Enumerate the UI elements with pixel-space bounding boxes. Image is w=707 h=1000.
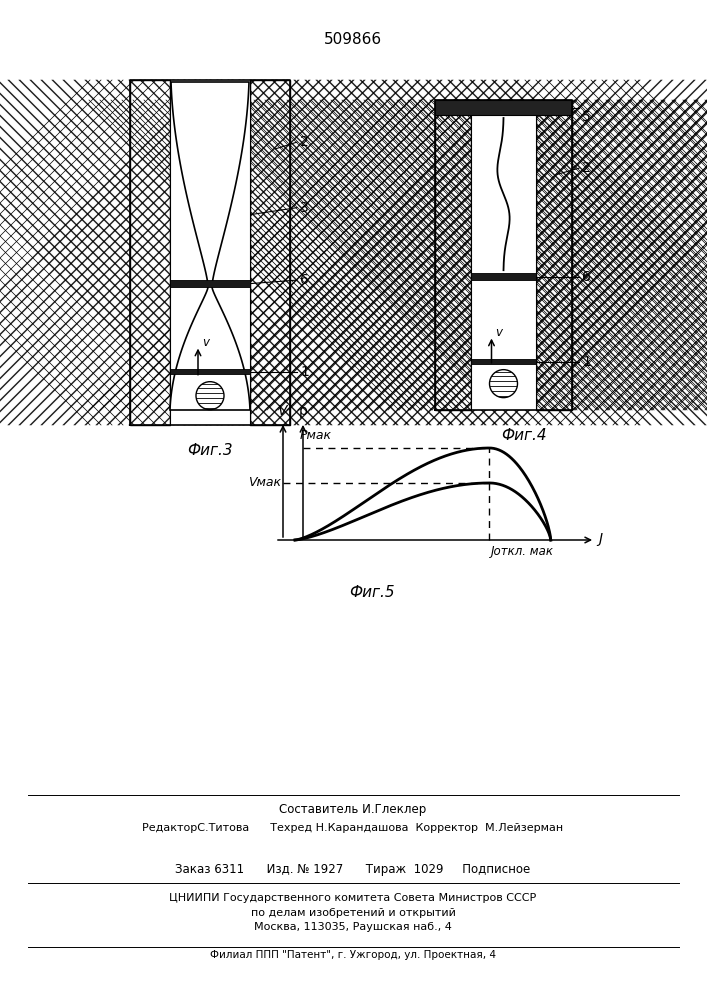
Bar — [435, 100, 572, 115]
Circle shape — [489, 370, 518, 398]
Text: Фиг.4: Фиг.4 — [501, 428, 547, 443]
Bar — [130, 80, 170, 425]
Text: Фиг.3: Фиг.3 — [187, 443, 233, 458]
Text: V: V — [279, 404, 288, 418]
Text: РедакторС.Титова      Техред Н.Карандашова  Корректор  М.Лейзерман: РедакторС.Титова Техред Н.Карандашова Ко… — [142, 823, 563, 833]
Text: Филиал ППП "Патент", г. Ужгород, ул. Проектная, 4: Филиал ППП "Патент", г. Ужгород, ул. Про… — [210, 950, 496, 960]
Bar — [435, 100, 471, 410]
Text: 5: 5 — [582, 110, 591, 124]
Bar — [536, 100, 572, 410]
Text: ρ: ρ — [298, 404, 308, 418]
Text: Москва, 113035, Раушская наб., 4: Москва, 113035, Раушская наб., 4 — [254, 922, 452, 932]
Text: 6: 6 — [582, 270, 591, 284]
Text: 1: 1 — [582, 355, 591, 369]
Bar — [250, 80, 290, 425]
Text: Pмак: Pмак — [300, 429, 332, 442]
Text: Vмак: Vмак — [248, 476, 281, 489]
Bar — [471, 273, 536, 280]
Polygon shape — [170, 82, 250, 410]
Text: v: v — [202, 336, 209, 349]
Text: Заказ 6311      Изд. № 1927      Тираж  1029     Подписное: Заказ 6311 Изд. № 1927 Тираж 1029 Подпис… — [175, 863, 531, 876]
Bar — [170, 280, 250, 287]
Text: 509866: 509866 — [324, 32, 382, 47]
Bar — [250, 80, 290, 425]
Text: 1: 1 — [300, 365, 309, 379]
Bar — [471, 359, 536, 364]
Circle shape — [196, 382, 224, 410]
Text: Составитель И.Глеклер: Составитель И.Глеклер — [279, 803, 426, 816]
Text: v: v — [496, 326, 503, 339]
Text: Jоткл. мак: Jоткл. мак — [491, 545, 554, 558]
Bar — [130, 80, 170, 425]
Text: по делам изобретений и открытий: по делам изобретений и открытий — [250, 908, 455, 918]
Text: Фиг.5: Фиг.5 — [349, 585, 395, 600]
Bar — [471, 100, 536, 410]
Bar — [170, 369, 250, 374]
Text: 2: 2 — [300, 135, 309, 149]
Bar — [250, 80, 290, 425]
Bar — [130, 80, 170, 425]
Bar — [435, 100, 471, 410]
Text: 6: 6 — [300, 273, 309, 287]
Bar — [536, 100, 572, 410]
Bar — [536, 100, 572, 410]
Bar — [170, 80, 250, 425]
Text: 2: 2 — [582, 161, 591, 175]
Bar — [435, 100, 471, 410]
Text: ЦНИИПИ Государственного комитета Совета Министров СССР: ЦНИИПИ Государственного комитета Совета … — [170, 893, 537, 903]
Text: 3: 3 — [300, 201, 309, 215]
Text: J: J — [598, 532, 602, 546]
